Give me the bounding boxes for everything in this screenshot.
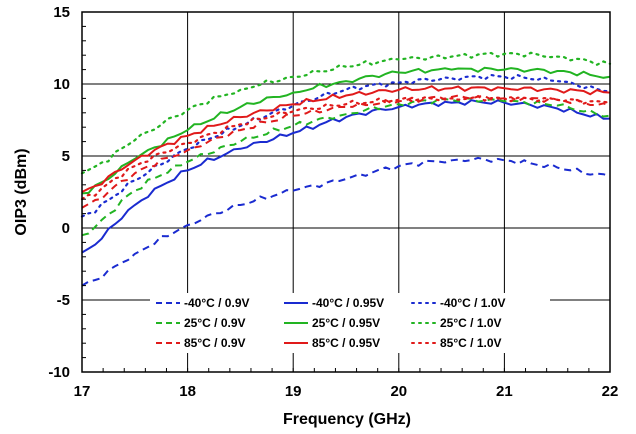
series-line: [81, 94, 611, 209]
x-tick-labels: 17 18 19 20 21 22: [74, 383, 619, 400]
x-tick-label: 18: [179, 383, 196, 400]
legend: -40°C / 0.9V -40°C / 0.95V -40°C / 1.0V 25°…: [150, 293, 550, 353]
y-tick-label: 0: [62, 220, 70, 237]
x-tick-label: 19: [285, 383, 302, 400]
y-tick-label: -10: [48, 364, 70, 381]
legend-label: 85°C / 0.95V: [312, 336, 380, 350]
legend-label: 85°C / 1.0V: [440, 336, 502, 350]
y-tick-label: 5: [62, 148, 70, 165]
legend-box: [150, 293, 550, 353]
plot-frame: [81, 11, 611, 373]
y-tick-label: 10: [53, 76, 70, 93]
y-tick-labels: -10 -5 0 5 10 15: [48, 4, 70, 381]
tick-marks: [81, 11, 611, 373]
y-tick-label: 15: [53, 4, 70, 21]
legend-label: 25°C / 1.0V: [440, 316, 502, 330]
x-tick-label: 21: [496, 383, 513, 400]
y-axis-title: OIP3 (dBm): [13, 148, 30, 235]
series-line: [81, 85, 611, 193]
legend-label: -40°C / 0.9V: [184, 296, 250, 310]
legend-label: 25°C / 0.95V: [312, 316, 380, 330]
series-line: [81, 156, 611, 287]
legend-label: 85°C / 0.9V: [184, 336, 246, 350]
series-line: [81, 66, 611, 195]
series-line: [80, 94, 612, 201]
legend-label: -40°C / 1.0V: [440, 296, 506, 310]
legend-label: -40°C / 0.95V: [312, 296, 384, 310]
series-line: [81, 97, 611, 237]
series-line: [80, 51, 612, 175]
x-axis-title: Frequency (GHz): [283, 411, 411, 428]
series-line: [81, 99, 611, 254]
x-tick-label: 17: [74, 383, 91, 400]
x-tick-label: 20: [390, 383, 407, 400]
y-tick-label: -5: [57, 292, 70, 309]
series-lines: [80, 51, 612, 287]
legend-label: 25°C / 0.9V: [184, 316, 246, 330]
x-tick-label: 22: [602, 383, 619, 400]
